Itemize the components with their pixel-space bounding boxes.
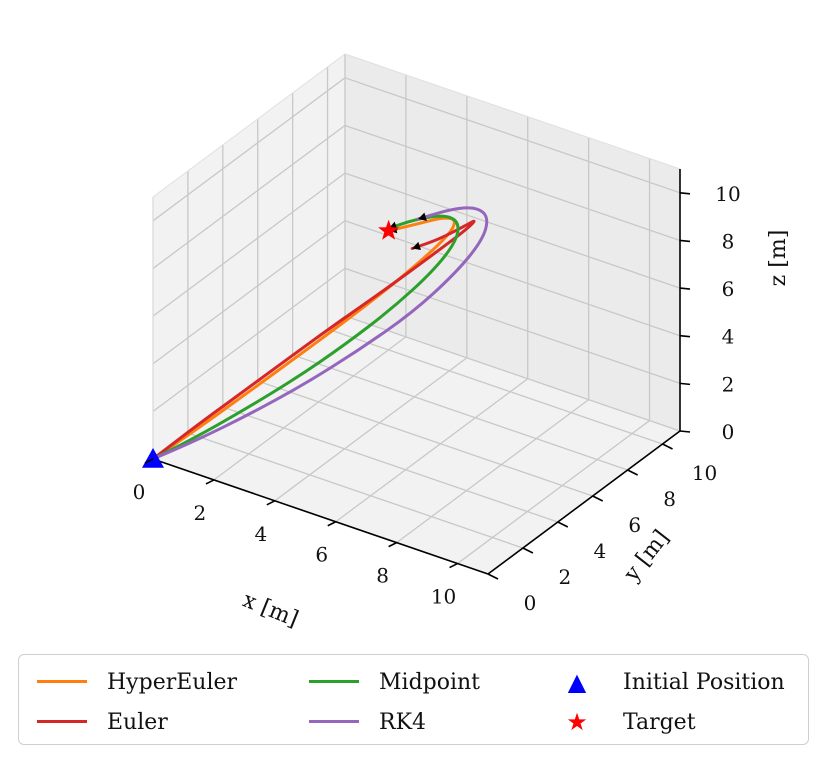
grid-line-x (274, 357, 468, 502)
z-tick (679, 382, 691, 386)
grid-line-z (344, 124, 681, 242)
legend-label-hypereuler: HyperEuler (107, 669, 238, 695)
x-tick-label: 10 (431, 585, 456, 609)
legend-item-hypereuler: HyperEuler (29, 667, 237, 697)
z-tick-label: 2 (722, 372, 735, 396)
grid-line-z (152, 220, 346, 365)
arrow-head-euler (412, 241, 421, 250)
x-tick (266, 500, 276, 506)
x-tick (205, 479, 215, 485)
y-tick-label: 4 (593, 539, 606, 563)
y-tick-label: 10 (692, 461, 717, 485)
z-tick (679, 287, 691, 290)
grid-line-z (344, 267, 681, 384)
legend-label-rk4: RK4 (379, 709, 426, 735)
legend-item-initial-position: ▲ Initial Position (545, 667, 785, 697)
z-tick-label: 6 (722, 277, 735, 301)
grid-line-z (344, 172, 681, 289)
x-tick (388, 541, 397, 548)
grid-line-z (344, 315, 681, 432)
triangle-icon: ▲ (567, 668, 587, 696)
z-tick-label: 10 (715, 182, 740, 206)
legend-item-target: ★ Target (545, 707, 696, 737)
y-tick (662, 443, 673, 450)
series-line-rk4 (151, 206, 489, 461)
x-tick-label: 2 (194, 501, 207, 525)
y-tick (592, 495, 604, 502)
grid-line-z (344, 77, 681, 194)
y-tick-label: 0 (524, 591, 537, 615)
z-tick-label: 8 (722, 229, 735, 253)
x-tick-label: 8 (376, 564, 389, 588)
initial-position-marker (142, 448, 164, 468)
y-tick (487, 573, 499, 580)
legend-item-midpoint: Midpoint (301, 667, 480, 697)
x-tick-label: 4 (254, 522, 267, 546)
z-tick-label: 4 (722, 325, 735, 349)
grid-line-y (292, 354, 628, 471)
y-tick-label: 8 (663, 487, 676, 511)
z-tick (679, 239, 691, 243)
y-tick (557, 521, 569, 528)
series-lines (151, 206, 489, 461)
legend-label-euler: Euler (107, 709, 168, 735)
legend-label-midpoint: Midpoint (379, 669, 481, 695)
x-tick-label: 6 (315, 543, 328, 567)
legend-label-initial-position: Initial Position (623, 669, 785, 695)
legend-label-target: Target (623, 709, 696, 735)
grid-line-y (257, 380, 593, 497)
y-tick (627, 469, 638, 476)
x-tick (327, 521, 337, 527)
pane-edge (344, 53, 681, 170)
z-tick (679, 334, 691, 338)
grid-line-y (187, 432, 524, 549)
y-axis-line (487, 430, 681, 575)
z-tick-label: 0 (722, 420, 735, 444)
target-marker (378, 219, 400, 240)
grid-line-x (396, 399, 590, 544)
grid-line-z (152, 172, 346, 317)
y-tick-label: 6 (628, 513, 641, 537)
x-tick-label: 0 (133, 480, 146, 504)
z-axis-label: z [m] (766, 230, 791, 287)
y-tick (522, 547, 534, 554)
x-axis-line (152, 458, 489, 575)
legend-item-euler: Euler (29, 707, 168, 737)
legend-item-rk4: RK4 (301, 707, 426, 737)
x-axis-label: x [m] (239, 588, 302, 633)
grid-line-y (222, 406, 559, 523)
grid-line-x (335, 378, 529, 523)
series-line-midpoint (151, 214, 460, 461)
grid-line-z (344, 220, 681, 337)
axis-lines (152, 53, 681, 575)
grid-line-z (152, 124, 346, 269)
grid-line-x (457, 420, 650, 565)
grid-line-y (327, 328, 663, 445)
legend-swatch-midpoint (309, 680, 359, 683)
tick-marks (144, 192, 691, 580)
legend-swatch-euler (37, 720, 87, 723)
grid-line-x (213, 336, 407, 481)
x-tick (144, 458, 154, 464)
legend-swatch-hypereuler (37, 680, 87, 683)
arrow-head-rk4 (418, 212, 427, 221)
legend-swatch-rk4 (309, 720, 359, 723)
star-icon: ★ (566, 708, 588, 736)
x-tick (449, 562, 458, 569)
legend: HyperEuler Euler Midpoint RK4 ▲ Initial … (18, 654, 809, 745)
axis-panes (151, 53, 682, 575)
grid-line-z (152, 267, 346, 412)
z-tick (679, 430, 691, 433)
point-markers (142, 219, 400, 468)
y-tick-label: 2 (559, 565, 572, 589)
y-axis-label: y [m] (619, 526, 675, 587)
series-line-euler (151, 219, 476, 461)
pane-edge (152, 53, 346, 198)
z-tick (679, 192, 691, 195)
grid-line-z (152, 77, 346, 222)
